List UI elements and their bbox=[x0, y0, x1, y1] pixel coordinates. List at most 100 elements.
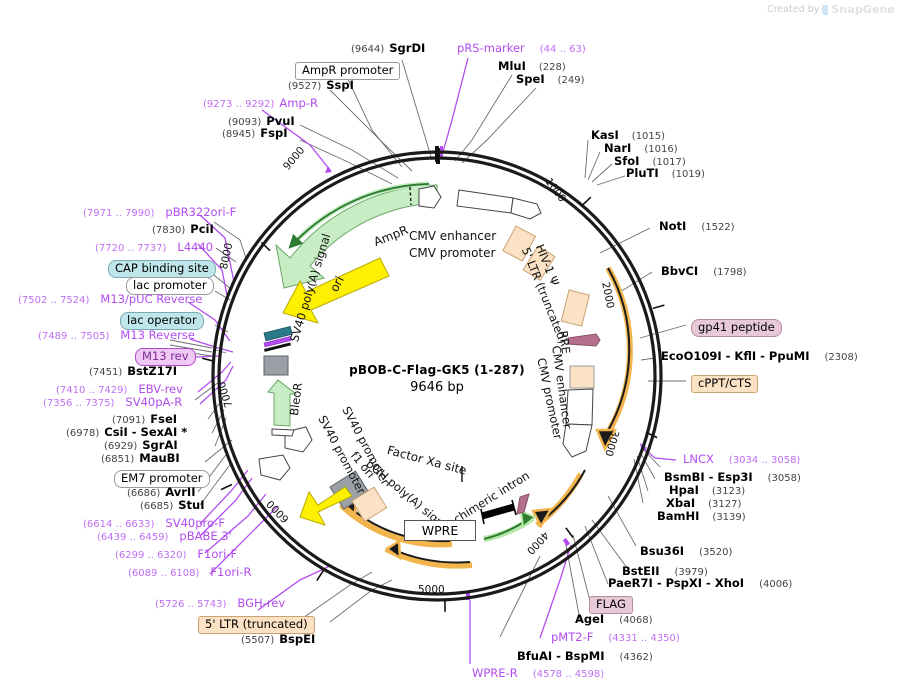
ring-tick-5000: 5000 bbox=[418, 584, 445, 596]
feature-cmv-lower bbox=[562, 365, 595, 458]
label-fspI[interactable]: (8945) FspI bbox=[222, 126, 288, 140]
label-pluTI-pos: (1019) bbox=[671, 169, 705, 180]
label-gp41-peptide[interactable]: gp41 peptide bbox=[691, 318, 782, 338]
feature-sv40-polya-boxes bbox=[263, 325, 293, 376]
label-stuI[interactable]: (6685) StuI bbox=[140, 498, 205, 512]
label-pbabe3-name: pBABE 3' bbox=[179, 529, 232, 543]
label-5ltr-truncated[interactable]: 5' LTR (truncated) bbox=[198, 615, 315, 635]
label-bstZ17I[interactable]: (7451) BstZ17I bbox=[89, 365, 177, 378]
label-stuI-name: StuI bbox=[178, 498, 205, 512]
label-mluI-name: MluI bbox=[498, 59, 526, 73]
label-sgrDI[interactable]: (9644) SgrDI bbox=[351, 42, 425, 55]
label-narI[interactable]: NarI (1016) bbox=[604, 142, 678, 155]
label-bgh-rev-primer[interactable]: (5726 .. 5743) BGH-rev bbox=[155, 597, 285, 610]
label-amp-r-primer[interactable]: (9273 .. 9292) Amp-R bbox=[203, 97, 318, 110]
label-sv40pro-f-primer[interactable]: (6614 .. 6633) SV40pro-F bbox=[83, 517, 225, 530]
label-m13-puc-reverse-primer[interactable]: (7502 .. 7524) M13/pUC Reverse bbox=[18, 293, 202, 306]
label-cppt-cts[interactable]: cPPT/CTS bbox=[691, 374, 759, 394]
label-lac-operator[interactable]: lac operator bbox=[120, 311, 204, 331]
label-mluI[interactable]: MluI (228) bbox=[498, 59, 566, 73]
snapgene-watermark: Created by SnapGene bbox=[767, 3, 895, 16]
label-pbr322ori-f-pos: (7971 .. 7990) bbox=[83, 208, 155, 219]
label-kasI-name: KasI bbox=[591, 128, 619, 142]
label-bsu36I[interactable]: Bsu36I (3520) bbox=[640, 544, 732, 558]
label-paeR7I-pspXI-xhoI[interactable]: PaeR7I - PspXI - XhoI (4006) bbox=[608, 576, 792, 590]
label-paeR7I-name: PaeR7I - PspXI - XhoI bbox=[608, 576, 745, 590]
label-l4440-name: L4440 bbox=[177, 240, 214, 254]
label-pmt2-f-pos: (4331 .. 4350) bbox=[608, 633, 680, 644]
label-sv40pro-f-pos: (6614 .. 6633) bbox=[83, 519, 155, 530]
label-sfoI[interactable]: SfoI (1017) bbox=[614, 155, 686, 168]
label-wpre-r-name: WPRE-R bbox=[472, 666, 518, 680]
label-speI-name: SpeI bbox=[516, 72, 545, 86]
label-stuI-pos: (6685) bbox=[140, 501, 174, 512]
label-cap-binding-site-chip: CAP binding site bbox=[108, 260, 216, 279]
label-notI[interactable]: NotI (1522) bbox=[659, 220, 735, 233]
label-sfoI-pos: (1017) bbox=[652, 157, 686, 168]
label-fspI-name: FspI bbox=[260, 126, 288, 140]
label-speI-pos: (249) bbox=[557, 75, 585, 86]
label-bsu36I-name: Bsu36I bbox=[640, 544, 685, 558]
label-mauBI-name: MauBI bbox=[139, 451, 180, 465]
label-fseI[interactable]: (7091) FseI bbox=[112, 413, 177, 426]
label-pvuI[interactable]: (9093) PvuI bbox=[228, 115, 295, 128]
label-mauBI[interactable]: (6851) MauBI bbox=[101, 451, 180, 465]
watermark-brand: SnapGene bbox=[831, 3, 895, 16]
label-lncx-primer[interactable]: LNCX (3034 .. 3058) bbox=[683, 453, 800, 466]
label-sv40pa-r-primer[interactable]: (7356 .. 7375) SV40pA-R bbox=[43, 396, 182, 409]
label-ebv-rev-primer[interactable]: (7410 .. 7429) EBV-rev bbox=[56, 383, 183, 396]
label-sgrDI-pos: (9644) bbox=[351, 44, 385, 55]
label-pciI[interactable]: (7830) PciI bbox=[152, 223, 214, 236]
label-hpaI-name: HpaI bbox=[669, 483, 699, 497]
label-m13-rev[interactable]: M13 rev bbox=[135, 347, 196, 367]
label-ageI-name: AgeI bbox=[575, 612, 605, 626]
label-mauBI-pos: (6851) bbox=[101, 454, 135, 465]
label-pbabe3-primer[interactable]: (6439 .. 6459) pBABE 3' bbox=[97, 529, 232, 543]
label-avrII[interactable]: (6686) AvrII bbox=[127, 486, 195, 499]
label-ampR-promoter[interactable]: AmpR promoter bbox=[295, 61, 401, 81]
label-m13-reverse-primer[interactable]: (7489 .. 7505) M13 Reverse bbox=[38, 329, 195, 342]
label-pluTI[interactable]: PluTI (1019) bbox=[626, 166, 705, 180]
label-bsmBI-pos: (3058) bbox=[767, 473, 801, 484]
label-speI[interactable]: SpeI (249) bbox=[516, 72, 585, 86]
label-ageI[interactable]: AgeI (4068) bbox=[575, 612, 652, 626]
label-cap-binding-site[interactable]: CAP binding site bbox=[108, 259, 216, 279]
label-csiI-sexAI[interactable]: (6978) CsiI - SexAI * bbox=[66, 426, 187, 439]
label-l4440-primer[interactable]: (7720 .. 7737) L4440 bbox=[95, 240, 214, 254]
label-narI-pos: (1016) bbox=[644, 144, 678, 155]
label-bfuAI-bspMI[interactable]: BfuAI - BspMI (4362) bbox=[517, 650, 653, 663]
label-wpre-r-primer[interactable]: WPRE-R (4578 .. 4598) bbox=[472, 666, 604, 680]
label-bstEII[interactable]: BstEII (3979) bbox=[622, 565, 708, 578]
label-xbaI[interactable]: XbaI (3127) bbox=[666, 497, 741, 510]
label-sgrAI-pos: (6929) bbox=[104, 441, 138, 452]
label-bspEI[interactable]: (5507) BspEI bbox=[241, 633, 315, 646]
label-sspI-pos: (9527) bbox=[288, 81, 322, 92]
label-bbvCI[interactable]: BbvCI (1798) bbox=[661, 265, 746, 278]
feature-sv40-promoters bbox=[258, 426, 313, 481]
label-f1ori-f-primer[interactable]: (6299 .. 6320) F1ori-F bbox=[115, 548, 237, 561]
label-ecoO109I-kflI-ppuMI[interactable]: EcoO109I - KflI - PpuMI (2308) bbox=[661, 350, 858, 363]
label-pvuI-pos: (9093) bbox=[228, 117, 262, 128]
label-em7-promoter[interactable]: EM7 promoter bbox=[114, 469, 210, 489]
label-sgrAI[interactable]: (6929) SgrAI bbox=[104, 439, 178, 452]
label-pluTI-name: PluTI bbox=[626, 166, 659, 180]
label-pciI-pos: (7830) bbox=[152, 225, 186, 236]
watermark-prefix: Created by bbox=[767, 4, 820, 15]
label-f1ori-r-primer[interactable]: (6089 .. 6108) F1ori-R bbox=[128, 566, 251, 579]
label-hpaI[interactable]: HpaI (3123) bbox=[669, 483, 745, 497]
label-pmt2-f-primer[interactable]: pMT2-F (4331 .. 4350) bbox=[551, 631, 680, 644]
label-prs-marker[interactable]: pRS-marker (44 .. 63) bbox=[457, 42, 586, 55]
label-bsmBI-esp3I[interactable]: BsmBI - Esp3I (3058) bbox=[664, 471, 801, 484]
label-kasI[interactable]: KasI (1015) bbox=[591, 128, 665, 142]
label-sspI[interactable]: (9527) SspI bbox=[288, 79, 354, 92]
label-avrII-pos: (6686) bbox=[127, 488, 161, 499]
label-ebv-rev-pos: (7410 .. 7429) bbox=[56, 385, 128, 396]
label-lac-operator-chip: lac operator bbox=[120, 312, 204, 331]
label-lac-promoter[interactable]: lac promoter bbox=[126, 276, 214, 296]
label-bamHI[interactable]: BamHI (3139) bbox=[657, 510, 746, 523]
label-pbr322ori-f-primer[interactable]: (7971 .. 7990) pBR322ori-F bbox=[83, 206, 236, 219]
snapgene-flag-icon bbox=[822, 4, 829, 15]
label-flag[interactable]: FLAG bbox=[589, 595, 633, 615]
